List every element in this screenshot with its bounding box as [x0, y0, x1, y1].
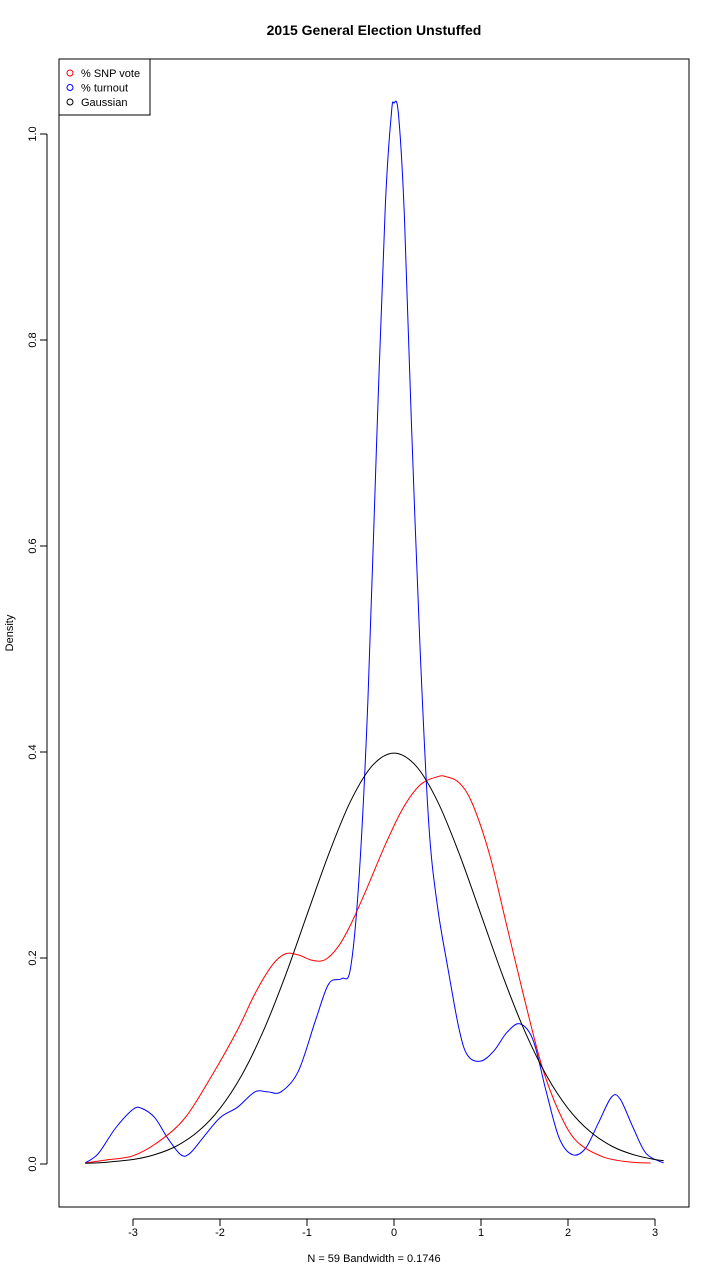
y-axis-label: Density	[4, 614, 16, 651]
legend: % SNP vote % turnout Gaussian	[58, 58, 151, 116]
series-layer	[84, 100, 664, 1164]
y-tick-label: 0.8	[27, 332, 39, 347]
plot-box	[58, 58, 690, 1208]
legend-marker	[66, 84, 74, 91]
x-tick-label: 0	[391, 1227, 397, 1239]
x-tick-label: 1	[478, 1227, 484, 1239]
turnout-line	[84, 100, 664, 1164]
y-axis: 0.0 0.2 0.4 0.6 0.8 1.0	[27, 126, 48, 1172]
x-axis-label: N = 59 Bandwidth = 0.1746	[307, 1253, 440, 1265]
y-tick-label: 1.0	[27, 126, 39, 141]
y-tick-label: 0.6	[27, 538, 39, 553]
x-tick-label: -1	[302, 1227, 312, 1239]
x-tick-label: 2	[565, 1227, 571, 1239]
y-tick-label: 0.2	[27, 950, 39, 965]
x-tick-label: -3	[128, 1227, 138, 1239]
x-tick-label: 3	[652, 1227, 658, 1239]
legend-box	[58, 58, 151, 116]
legend-label: % turnout	[81, 83, 128, 95]
legend-marker	[66, 69, 74, 77]
legend-label: % SNP vote	[81, 68, 140, 80]
y-tick-label: 0.4	[27, 744, 39, 759]
x-axis: -3 -2 -1 0 1 2 3	[128, 1218, 658, 1239]
gaussian-line	[85, 752, 664, 1164]
legend-marker	[66, 98, 74, 106]
chart-title: 2015 General Election Unstuffed	[267, 22, 482, 38]
y-tick-label: 0.0	[27, 1156, 39, 1171]
legend-label: Gaussian	[81, 97, 127, 109]
snp-vote-line	[85, 775, 651, 1164]
x-tick-label: -2	[215, 1227, 225, 1239]
